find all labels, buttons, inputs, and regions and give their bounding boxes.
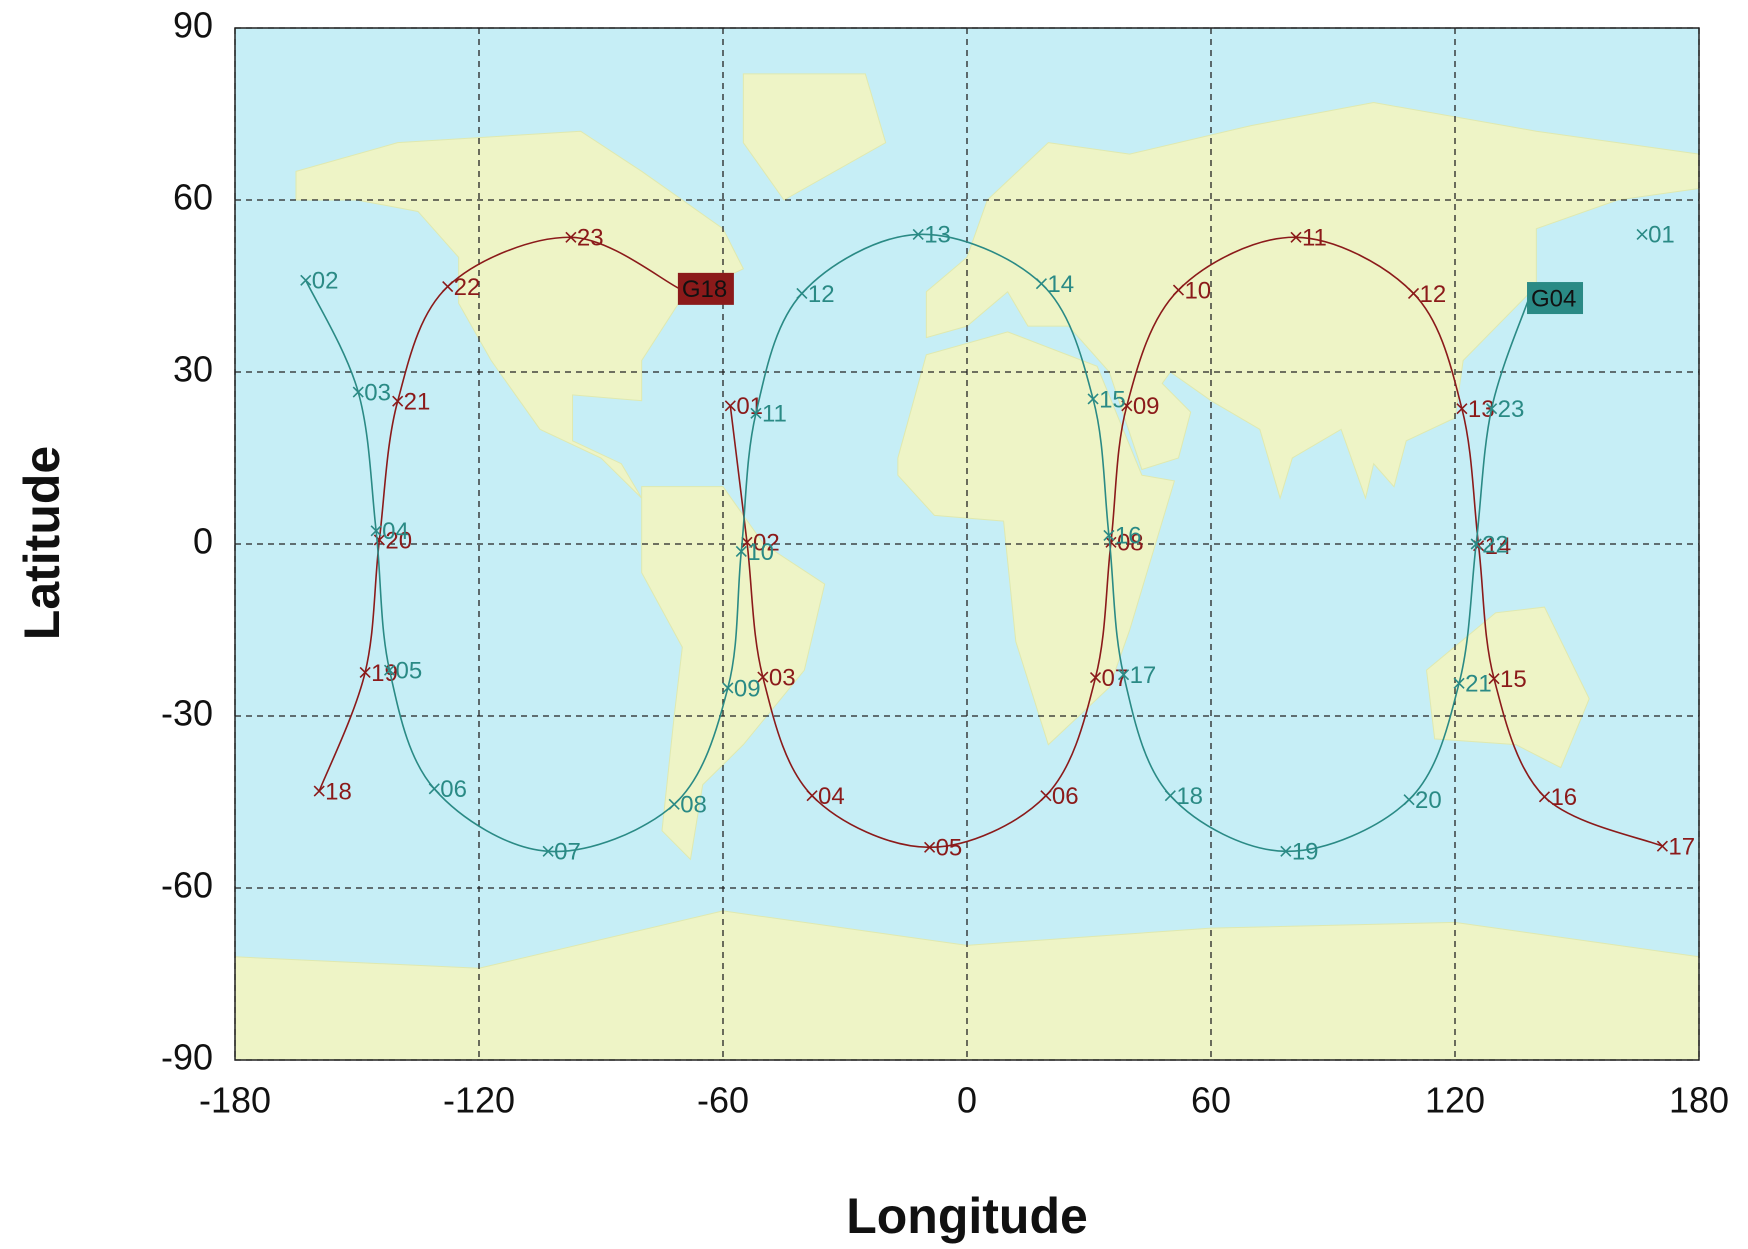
hour-label: 17 — [1130, 662, 1157, 689]
hour-label: 15 — [1099, 386, 1126, 413]
hour-label: 11 — [762, 401, 787, 428]
hour-label: 22 — [454, 274, 481, 301]
hour-label: 12 — [808, 281, 835, 308]
satellite-label: G04 — [1531, 285, 1576, 312]
y-tick-label: -30 — [161, 693, 213, 734]
hour-label: 22 — [1482, 531, 1509, 558]
x-tick-label: 120 — [1425, 1080, 1485, 1121]
hour-label: 06 — [1052, 783, 1079, 810]
hour-label: 05 — [396, 657, 423, 684]
hour-label: 21 — [1465, 671, 1492, 698]
hour-label: 08 — [680, 792, 707, 819]
y-tick-label: 60 — [173, 177, 213, 218]
x-axis-title: Longitude — [846, 1188, 1088, 1244]
chart: 01 02 03 04 05 06 07 08 09 10 11 12 13 14 15 16 17 18 19 20… — [0, 0, 1748, 1249]
hour-label: 12 — [1420, 281, 1447, 308]
x-tick-label: -180 — [199, 1080, 271, 1121]
hour-label: 13 — [924, 222, 951, 249]
hour-label: 21 — [404, 389, 431, 416]
x-tick-label: -120 — [443, 1080, 515, 1121]
satellite-label: G18 — [682, 276, 727, 303]
hour-label: 17 — [1668, 833, 1695, 860]
y-axis-title: Latitude — [14, 446, 70, 640]
hour-label: 04 — [818, 783, 845, 810]
hour-label: 04 — [382, 518, 409, 545]
hour-label: 19 — [1292, 839, 1319, 866]
hour-label: 02 — [312, 268, 339, 295]
x-tick-label: 180 — [1669, 1080, 1729, 1121]
y-tick-label: 30 — [173, 349, 213, 390]
hour-label: 20 — [1415, 787, 1442, 814]
hour-label: 16 — [1115, 523, 1142, 550]
hour-label: 15 — [1500, 666, 1527, 693]
hour-label: 07 — [554, 839, 581, 866]
y-tick-label: -90 — [161, 1037, 213, 1078]
hour-label: 19 — [371, 660, 398, 687]
hour-label: 01 — [1648, 222, 1675, 249]
hour-label: 06 — [440, 776, 467, 803]
x-tick-label: -60 — [697, 1080, 749, 1121]
hour-label: 23 — [1498, 396, 1525, 423]
y-tick-label: 0 — [193, 521, 213, 562]
y-tick-label: -60 — [161, 865, 213, 906]
hour-label: 11 — [1302, 225, 1327, 252]
hour-label: 10 — [747, 539, 774, 566]
hour-label: 03 — [769, 664, 796, 691]
hour-label: 09 — [1133, 393, 1160, 420]
hour-label: 23 — [577, 225, 604, 252]
hour-label: 14 — [1047, 271, 1074, 298]
y-tick-label: 90 — [173, 5, 213, 46]
hour-label: 18 — [325, 778, 352, 805]
hour-label: 09 — [734, 675, 761, 702]
x-tick-label: 60 — [1191, 1080, 1231, 1121]
hour-label: 10 — [1184, 277, 1211, 304]
hour-label: 03 — [364, 379, 391, 406]
x-tick-label: 0 — [957, 1080, 977, 1121]
hour-label: 16 — [1550, 784, 1577, 811]
hour-label: 05 — [936, 835, 963, 862]
hour-label: 18 — [1176, 783, 1203, 810]
